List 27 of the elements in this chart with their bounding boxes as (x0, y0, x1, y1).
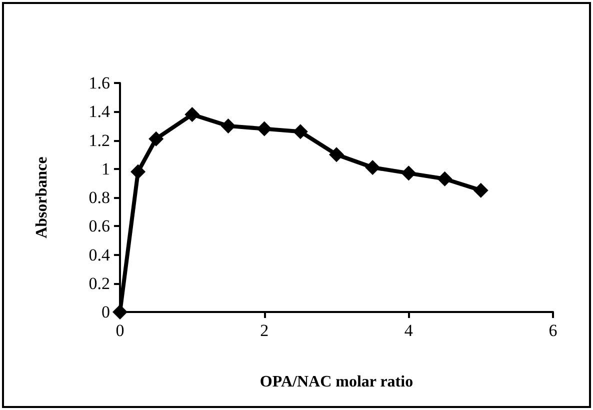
y-tick-label: 0.2 (88, 274, 110, 293)
point (184, 106, 200, 122)
point (473, 182, 488, 198)
y-tick-label: 1.4 (88, 102, 110, 122)
y-tick-label: 0 (102, 302, 110, 322)
y-tick-label: 0.6 (88, 216, 110, 236)
point (365, 160, 380, 175)
x-tick-label: 0 (116, 321, 124, 340)
y-tick-label: 0.4 (88, 245, 110, 264)
y-tick-label: 1 (102, 159, 110, 178)
x-tick-label: 4 (404, 321, 414, 340)
point (437, 171, 452, 186)
point (292, 124, 308, 140)
point (329, 147, 344, 162)
point (148, 131, 164, 146)
x-tick-label: 2 (260, 321, 269, 340)
y-tick-label: 1.6 (88, 74, 110, 92)
y-axis-title: Absorbance (34, 156, 50, 238)
y-tick-label: 1.2 (88, 130, 110, 150)
point (130, 164, 146, 180)
y-tick-label: 0.8 (88, 188, 110, 207)
x-axis-title: OPA/NAC molar ratio (260, 374, 414, 390)
x-tick-label: 6 (548, 321, 558, 340)
point (256, 121, 272, 136)
point (220, 118, 236, 134)
point (112, 304, 128, 320)
point (401, 166, 416, 181)
